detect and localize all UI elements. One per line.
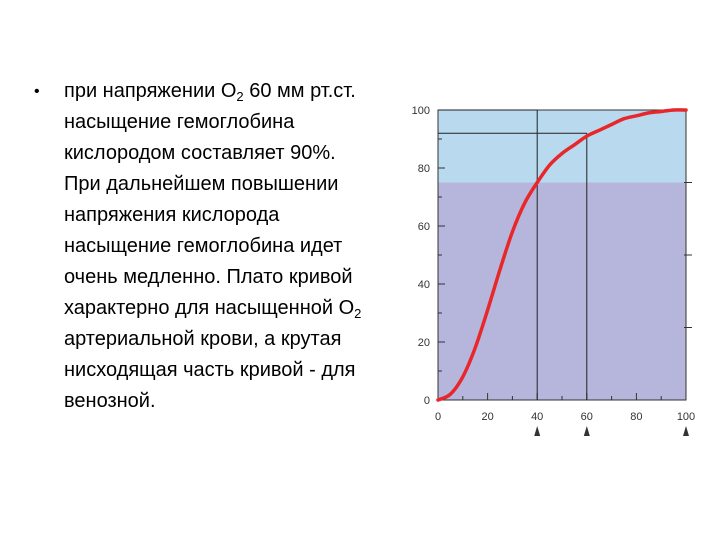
y-tick-label: 80 [418,163,430,175]
x-arrow-marker [534,426,541,436]
text-segment: при напряжении O [64,80,237,102]
bullet-marker: • [34,83,40,100]
x-tick-label: 100 [677,411,695,423]
subscript-2: 2 [236,89,244,104]
chart-band [438,182,686,400]
y-tick-label: 20 [418,337,430,349]
y-tick-label: 40 [418,279,430,291]
x-arrow-marker [683,426,689,436]
y-tick-label: 60 [418,221,430,233]
chart-band [438,110,686,183]
text-segment: 60 мм рт.ст. насыщение гемоглобина кисло… [64,80,356,319]
text-segment: артериальной крови, а крутая нисходящая … [64,328,356,412]
y-tick-label: 0 [424,395,430,407]
subscript-2: 2 [354,306,362,321]
bullet-text: • при напряжении O2 60 мм рт.ст. насыщен… [34,76,374,417]
x-tick-label: 80 [630,411,642,423]
chart-svg: 0 20 40 60 80 100 0 20 40 60 80 100 [412,105,695,436]
x-tick-label: 40 [531,411,543,423]
x-tick-label: 0 [435,411,441,423]
oxygen-dissociation-chart: 0 20 40 60 80 100 0 20 40 60 80 100 [398,98,702,458]
x-tick-label: 20 [481,411,493,423]
bullet-item: • при напряжении O2 60 мм рт.ст. насыщен… [34,76,374,417]
bullet-paragraph: при напряжении O2 60 мм рт.ст. насыщение… [64,76,374,417]
x-arrow-marker [583,426,590,436]
x-tick-label: 60 [581,411,593,423]
y-tick-label: 100 [412,105,430,117]
